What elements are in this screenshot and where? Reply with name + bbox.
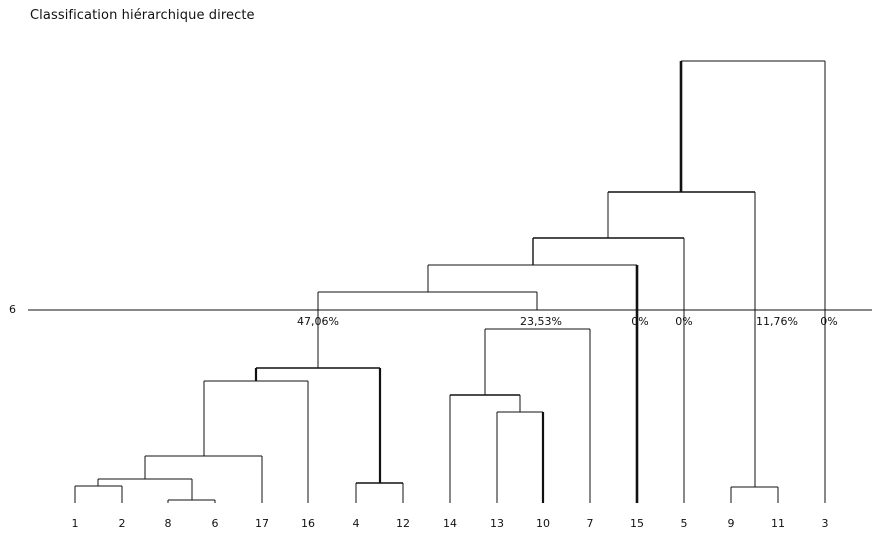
leaf-label: 9 <box>728 517 735 530</box>
leaf-label: 17 <box>255 517 269 530</box>
cluster-percentage: 23,53% <box>520 315 562 328</box>
cluster-percentage: 0% <box>631 315 648 328</box>
leaf-label: 8 <box>165 517 172 530</box>
cluster-percentage: 0% <box>820 315 837 328</box>
leaf-label: 4 <box>353 517 360 530</box>
leaf-label: 7 <box>587 517 594 530</box>
cluster-percentage: 0% <box>675 315 692 328</box>
chart-title: Classification hiérarchique directe <box>30 8 255 23</box>
cluster-percentage: 47,06% <box>297 315 339 328</box>
leaf-label: 3 <box>822 517 829 530</box>
leaf-label: 16 <box>301 517 315 530</box>
leaf-label: 10 <box>536 517 550 530</box>
leaf-label: 6 <box>212 517 219 530</box>
cut-level-label: 6 <box>9 303 16 316</box>
leaf-label: 15 <box>630 517 644 530</box>
leaf-label: 11 <box>771 517 785 530</box>
leaf-label: 2 <box>119 517 126 530</box>
leaf-label: 13 <box>490 517 504 530</box>
leaf-label: 1 <box>72 517 79 530</box>
leaf-label: 5 <box>681 517 688 530</box>
cluster-percentage: 11,76% <box>756 315 798 328</box>
leaf-label: 12 <box>396 517 410 530</box>
leaf-label: 14 <box>443 517 457 530</box>
